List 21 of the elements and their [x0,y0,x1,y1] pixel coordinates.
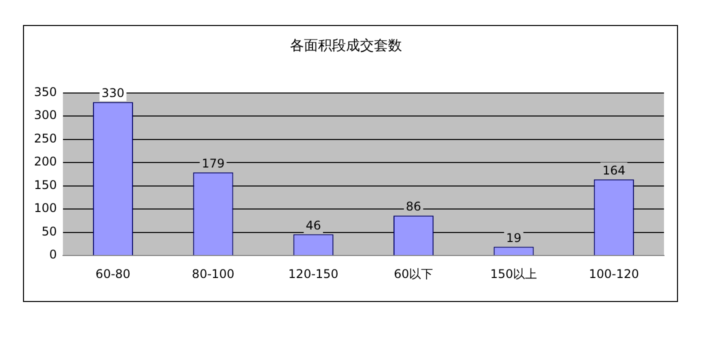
y-tick-label: 50 [42,224,57,238]
y-tick-label: 350 [34,84,57,99]
data-label: 164 [602,163,626,178]
x-tick-label: 150以上 [490,266,538,281]
chart-title: 各面积段成交套数 [290,38,402,54]
data-label: 330 [102,86,124,100]
x-tick-label: 100-120 [588,266,639,281]
data-label: 86 [406,200,422,214]
y-tick-label: 250 [34,131,57,146]
data-label: 179 [202,156,225,170]
x-tick-label: 60-80 [96,266,130,281]
x-tick-label: 120-150 [288,266,338,281]
y-tick-label: 200 [34,154,57,169]
data-label: 46 [306,218,321,232]
y-tick-label: 150 [34,178,57,192]
x-tick-label: 60以下 [394,266,434,281]
y-tick-label: 300 [34,108,57,122]
x-tick-label: 80-100 [192,266,234,281]
y-tick-label: 100 [34,201,57,216]
y-tick-label: 0 [49,248,57,262]
data-label: 19 [506,230,522,245]
